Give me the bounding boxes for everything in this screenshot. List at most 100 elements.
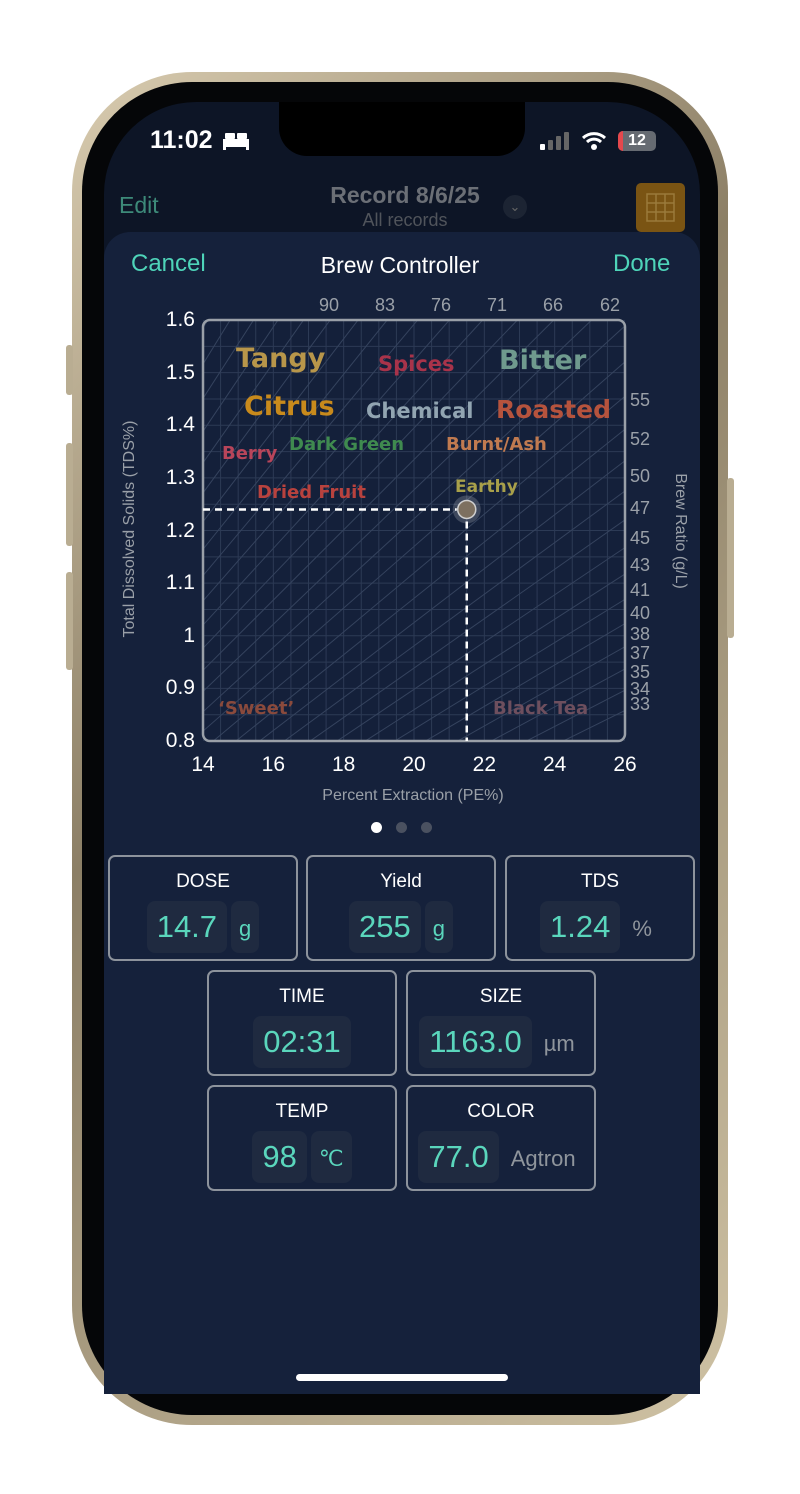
x-tick-label: 22 bbox=[472, 753, 496, 776]
right-ratio-tick: 40 bbox=[630, 603, 651, 623]
right-ratio-tick: 47 bbox=[630, 498, 651, 518]
color-unit: Agtron bbox=[510, 1146, 576, 1171]
x-tick-label: 24 bbox=[542, 753, 567, 776]
tds-label: TDS bbox=[581, 871, 619, 892]
y-tick-label: 1.3 bbox=[165, 465, 195, 489]
edit-button[interactable]: Edit bbox=[119, 192, 159, 218]
flavor-label: Burnt/Ash bbox=[446, 434, 547, 455]
tds-unit: % bbox=[632, 916, 652, 941]
grid-icon bbox=[646, 193, 675, 222]
right-ratio-tick: 38 bbox=[630, 624, 651, 644]
right-ratio-tick: 55 bbox=[630, 390, 651, 410]
temp-value[interactable]: 98 bbox=[252, 1131, 307, 1183]
brew-ratio-line bbox=[203, 320, 451, 602]
flavor-label: Spices bbox=[378, 352, 455, 376]
page-dot-3[interactable] bbox=[421, 822, 432, 833]
x-tick-label: 26 bbox=[613, 753, 637, 776]
y-tick-label: 0.8 bbox=[165, 729, 195, 752]
yield-unit[interactable]: g bbox=[424, 901, 453, 953]
brew-ratio-line bbox=[203, 320, 593, 693]
dose-label: DOSE bbox=[176, 871, 230, 892]
status-time: 11:02 bbox=[150, 126, 213, 154]
flavor-label: Black Tea bbox=[493, 698, 589, 719]
page-dot-2[interactable] bbox=[396, 822, 407, 833]
brew-control-chart[interactable] bbox=[0, 0, 800, 860]
size-label: SIZE bbox=[479, 986, 523, 1007]
color-label: COLOR bbox=[467, 1101, 535, 1122]
top-ratio-tick: 83 bbox=[374, 295, 396, 315]
done-button[interactable]: Done bbox=[613, 250, 671, 277]
y-tick-label: 1.5 bbox=[165, 360, 195, 384]
color-value[interactable]: 77.0 bbox=[418, 1131, 499, 1183]
tds-value[interactable]: 1.24 bbox=[540, 901, 621, 953]
brew-ratio-line bbox=[203, 320, 519, 649]
top-ratio-tick: 62 bbox=[599, 295, 621, 315]
y-tick-label: 1.4 bbox=[165, 413, 195, 437]
tds-card[interactable]: TDS 1.24% bbox=[505, 855, 695, 961]
x-tick-label: 16 bbox=[261, 753, 285, 776]
brew-ratio-line bbox=[309, 519, 625, 741]
right-ratio-tick: 35 bbox=[630, 662, 651, 682]
top-ratio-tick: 66 bbox=[542, 295, 564, 315]
right-ratio-tick: 37 bbox=[630, 643, 651, 663]
temp-card[interactable]: TEMP 98 ℃ bbox=[207, 1085, 397, 1191]
brew-ratio-line bbox=[203, 325, 625, 713]
yield-card[interactable]: Yield 255 g bbox=[306, 855, 496, 961]
top-ratio-tick: 71 bbox=[486, 295, 508, 315]
flavor-label: Tangy bbox=[236, 343, 326, 374]
record-title[interactable]: Record 8/6/25 bbox=[330, 182, 480, 208]
size-value[interactable]: 1163.0 bbox=[419, 1016, 532, 1068]
grid-view-button[interactable] bbox=[636, 183, 685, 232]
dose-unit[interactable]: g bbox=[231, 901, 260, 953]
flavor-label: Citrus bbox=[244, 391, 335, 422]
battery-icon: 12 bbox=[618, 131, 656, 151]
top-ratio-tick: 90 bbox=[318, 295, 340, 315]
power-button bbox=[727, 478, 734, 638]
brew-ratio-line bbox=[235, 428, 625, 741]
cancel-button[interactable]: Cancel bbox=[131, 250, 206, 277]
y-tick-label: 1.6 bbox=[165, 308, 195, 331]
time-card[interactable]: TIME 02:31 bbox=[207, 970, 397, 1076]
flavor-label: Dried Fruit bbox=[257, 482, 366, 503]
time-value[interactable]: 02:31 bbox=[253, 1016, 351, 1068]
temp-unit[interactable]: ℃ bbox=[310, 1131, 352, 1183]
y2-axis-title: Brew Ratio (g/L) bbox=[672, 473, 689, 589]
brew-point bbox=[457, 499, 477, 520]
brew-ratio-line bbox=[203, 320, 484, 626]
home-indicator[interactable] bbox=[296, 1374, 508, 1381]
x-axis-title: Percent Extraction (PE%) bbox=[322, 787, 504, 804]
color-card[interactable]: COLOR 77.0 Agtron bbox=[406, 1085, 596, 1191]
y-tick-label: 0.9 bbox=[165, 676, 195, 700]
wifi-icon bbox=[581, 132, 607, 150]
flavor-label: Chemical bbox=[366, 399, 474, 423]
top-ratio-tick: 76 bbox=[430, 295, 452, 315]
page-dot-1[interactable] bbox=[371, 822, 382, 833]
x-tick-label: 18 bbox=[331, 753, 356, 776]
plot-border bbox=[201, 318, 627, 743]
battery-level: 12 bbox=[628, 132, 646, 149]
flavor-label: Dark Green bbox=[289, 434, 405, 455]
flavor-label: Berry bbox=[222, 443, 278, 464]
brew-ratio-line bbox=[283, 490, 625, 741]
flavor-label: Bitter bbox=[499, 345, 587, 376]
right-ratio-tick: 50 bbox=[630, 466, 651, 486]
time-label: TIME bbox=[279, 986, 325, 1007]
size-card[interactable]: SIZE 1163.0 µm bbox=[406, 970, 596, 1076]
x-tick-label: 14 bbox=[191, 753, 215, 776]
dynamic-island bbox=[279, 102, 525, 156]
y-tick-label: 1.1 bbox=[165, 571, 195, 595]
yield-value[interactable]: 255 bbox=[349, 901, 421, 953]
right-ratio-tick: 33 bbox=[630, 694, 651, 714]
chevron-down-icon[interactable]: ⌄ bbox=[503, 195, 527, 219]
brew-ratio-line bbox=[203, 320, 555, 672]
dose-value[interactable]: 14.7 bbox=[146, 901, 228, 953]
temp-label: TEMP bbox=[275, 1101, 329, 1122]
brew-ratio-line bbox=[364, 573, 625, 741]
right-ratio-tick: 41 bbox=[630, 580, 651, 600]
brew-ratio-line bbox=[393, 598, 625, 741]
right-ratio-tick: 45 bbox=[630, 528, 651, 548]
cellular-signal-icon bbox=[540, 132, 569, 150]
y-tick-label: 1 bbox=[183, 623, 195, 647]
grid-lines bbox=[203, 320, 625, 741]
dose-card[interactable]: DOSE 14.7 g bbox=[108, 855, 298, 961]
